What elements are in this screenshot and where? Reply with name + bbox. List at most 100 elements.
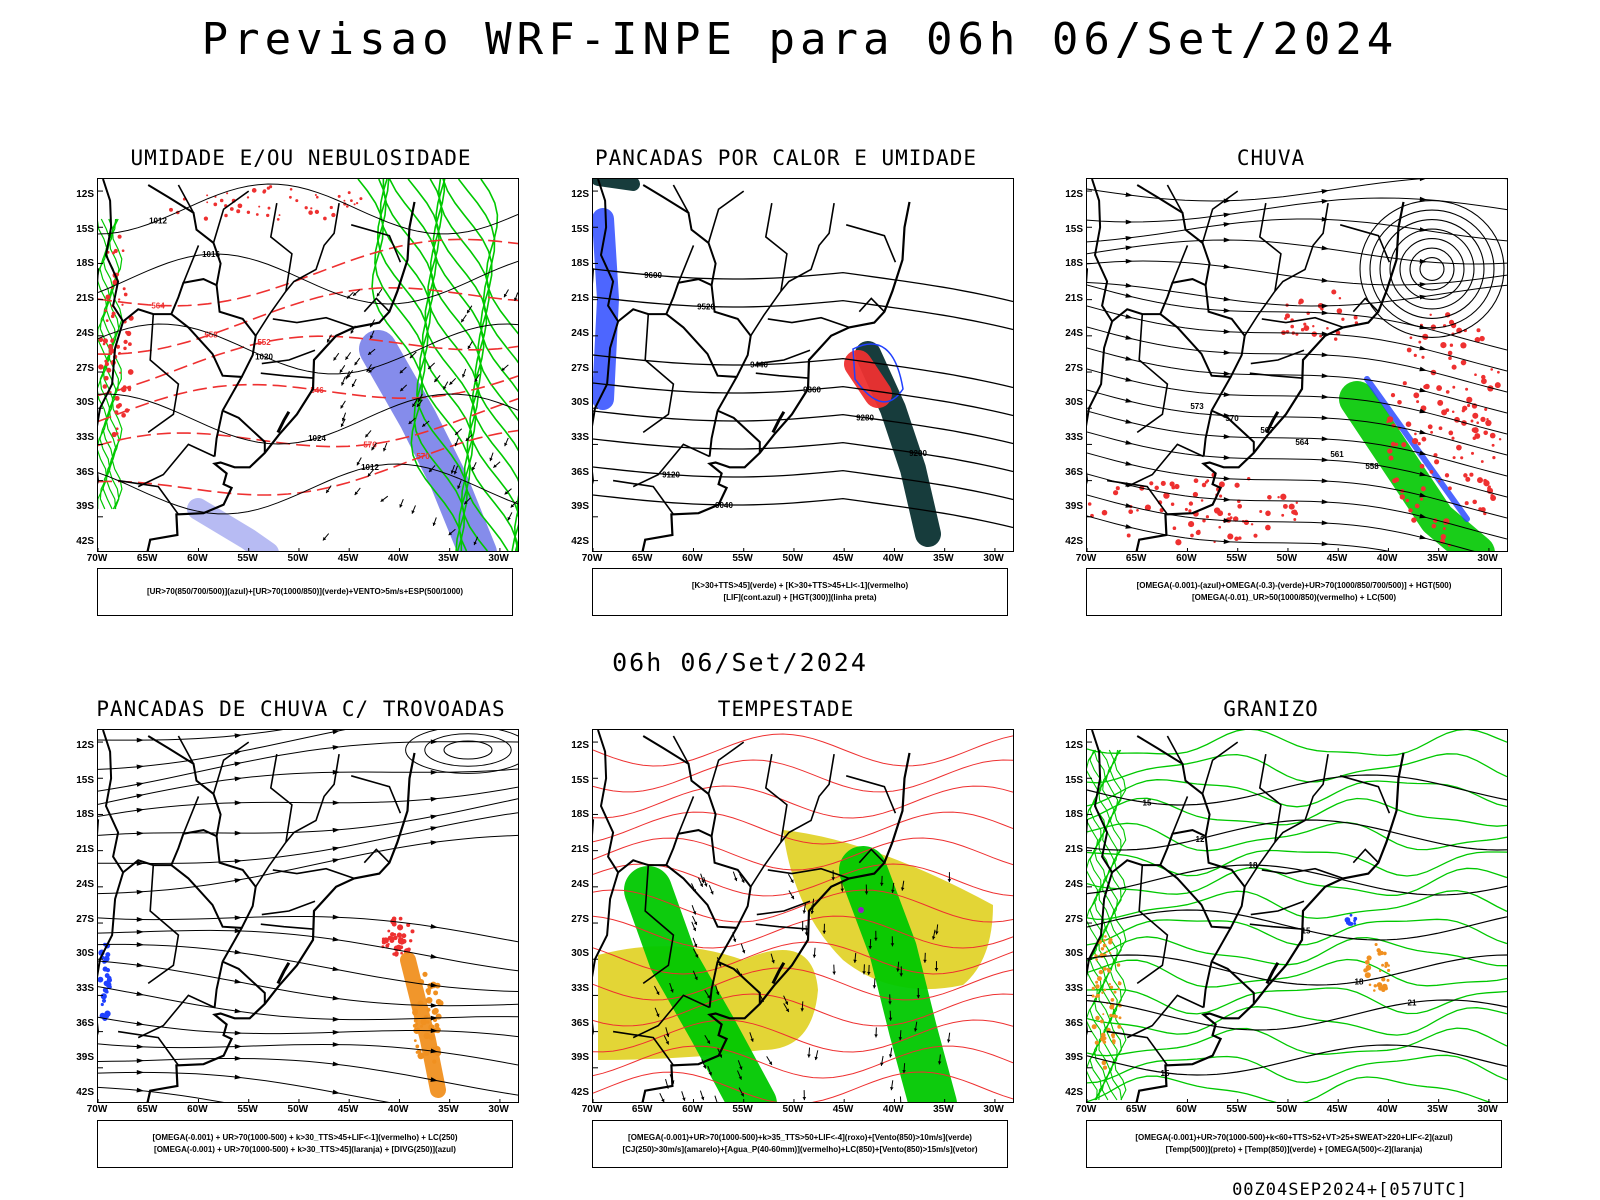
omega-500-cell — [1097, 976, 1102, 982]
rain-cell — [1277, 495, 1280, 499]
lat-label: 21S — [76, 293, 94, 305]
omega-500-cell — [1365, 964, 1372, 971]
omega-500-cell — [1102, 967, 1107, 971]
rain-cell — [1414, 432, 1417, 436]
red-cloud-cell — [115, 427, 119, 431]
country-border — [1159, 285, 1246, 378]
contour-label: 9520 — [697, 303, 715, 312]
lat-label: 27S — [1065, 362, 1083, 374]
country-border — [213, 961, 224, 1008]
contour-label: 558 — [1365, 462, 1379, 471]
state-border — [1136, 865, 1169, 985]
red-cloud-cell — [169, 207, 173, 212]
streamline-arrow — [1223, 476, 1231, 481]
humidity-band-blue — [359, 330, 497, 551]
streamline-arrow — [1321, 394, 1329, 400]
streamline-arrow — [136, 942, 144, 947]
red-cloud-cell — [104, 359, 108, 363]
streamline — [1087, 305, 1507, 372]
wind-vector-head — [934, 968, 939, 972]
wind-vector-head — [741, 949, 746, 954]
streamline-arrow — [136, 1044, 144, 1050]
streamline — [1087, 218, 1507, 243]
geography — [593, 179, 996, 551]
rain-cell — [1253, 533, 1258, 538]
rain-cell — [1265, 524, 1271, 531]
lat-label: 27S — [1065, 913, 1083, 925]
contour-line — [593, 967, 1013, 1001]
wind-vector-head — [354, 361, 358, 366]
omega-500-cell — [1102, 1013, 1105, 1016]
streamline-arrow — [234, 1056, 242, 1061]
rain-cell — [1408, 508, 1413, 513]
lon-label: 40W — [387, 553, 409, 564]
rain-cell — [1128, 509, 1134, 515]
omega-500-cell — [1095, 980, 1099, 984]
lon-label: 70W — [1075, 553, 1097, 564]
rain-cell — [1481, 378, 1487, 385]
contour-label: 1024 — [308, 434, 326, 443]
omega-500-cell — [1377, 951, 1382, 956]
rain-cell — [1497, 370, 1500, 374]
lon-label: 65W — [631, 1104, 653, 1115]
wind-vector-head — [461, 374, 466, 378]
thunderstorm-cell — [422, 971, 428, 977]
wind-vector-head — [862, 971, 866, 975]
rain-cell — [1474, 373, 1477, 377]
streamline — [98, 943, 518, 992]
map-tempestade — [592, 729, 1014, 1103]
streamline-arrow — [1321, 457, 1329, 463]
rain-cell — [1485, 419, 1492, 427]
country-border — [122, 184, 222, 323]
lon-label: 55W — [237, 553, 258, 564]
red-cloud-cell — [314, 209, 320, 215]
divergence-cell — [104, 1010, 111, 1017]
legend-line: [CJ(250)>30m/s](amarelo)+[Agua_P(40-60mm… — [622, 1145, 978, 1154]
thunderstorm-cell — [396, 945, 400, 949]
streamline-arrow — [136, 861, 144, 866]
rain-cell — [1445, 390, 1450, 394]
wind-vector-head — [354, 491, 358, 496]
contour-label: 573 — [1190, 402, 1204, 411]
omega-500-cell — [1102, 943, 1107, 948]
contour-line — [1087, 1044, 1507, 1076]
state-border — [764, 753, 788, 843]
rain-cell — [1234, 536, 1239, 542]
streamline-arrow — [136, 1069, 144, 1075]
omega-500-cell — [1099, 1019, 1104, 1024]
streamline-arrow — [332, 1061, 340, 1067]
red-cloud-cell — [266, 213, 270, 218]
state-border — [1352, 848, 1379, 864]
omega-500-cell — [1112, 1014, 1116, 1018]
streamline-arrow — [1125, 461, 1133, 466]
streamline — [1087, 282, 1507, 307]
lon-label: 35W — [438, 1104, 459, 1115]
omega-500-cell — [1373, 989, 1376, 992]
temp-850-contour — [1113, 749, 1127, 1101]
lat-label: 15S — [76, 774, 94, 786]
streamline-arrow — [1223, 350, 1231, 355]
temp-850-contour — [1105, 749, 1119, 1101]
lat-label: 15S — [571, 223, 589, 235]
streamline-arrow — [234, 878, 242, 883]
rain-cell — [1394, 442, 1399, 447]
thunderstorm-cell — [410, 929, 415, 934]
streamline-arrow — [1321, 189, 1329, 194]
rain-cell — [1312, 325, 1315, 328]
rain-cell — [1492, 455, 1496, 460]
streamline-arrow — [234, 733, 242, 739]
rain-cell — [1401, 442, 1407, 448]
lon-label: 30W — [983, 1104, 1004, 1115]
lagoon — [771, 962, 786, 985]
wind-vector-head — [718, 1101, 719, 1102]
streamline-arrow — [1419, 282, 1427, 287]
lat-label: 12S — [1065, 189, 1083, 200]
contour-label: 561 — [1330, 450, 1344, 459]
contour-line — [593, 785, 1013, 819]
green-contour — [480, 179, 518, 335]
rain-cell — [1282, 503, 1288, 509]
streamline-arrow — [1125, 524, 1133, 529]
red-cloud-cell — [355, 201, 359, 205]
red-cloud-cell — [118, 298, 121, 301]
red-cloud-cell — [224, 213, 228, 218]
